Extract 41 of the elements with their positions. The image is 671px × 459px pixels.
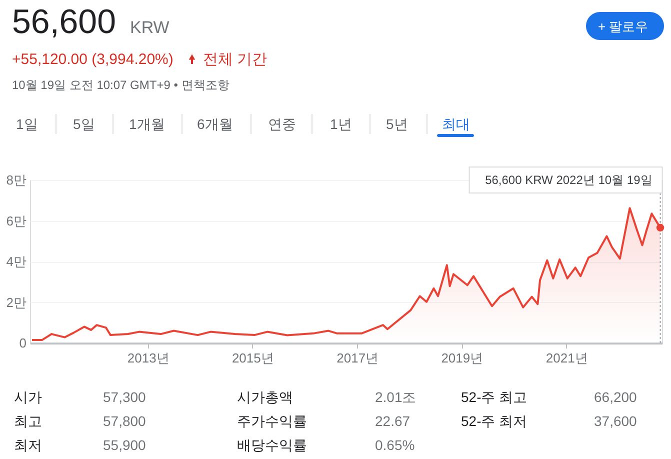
- text: 2.01조: [375, 389, 416, 405]
- text: 5일: [73, 116, 95, 132]
- y-tick-label: 8만: [6, 172, 26, 188]
- text: 전체 기간: [203, 51, 268, 68]
- text: 1년: [330, 116, 352, 132]
- text: 5년: [386, 116, 408, 132]
- x-tick-label: 2015년: [232, 350, 274, 366]
- x-tick-label: 2021년: [546, 350, 588, 366]
- text: 10월 19일 오전 10:07 GMT+9 • 면책조항: [12, 78, 230, 92]
- text: 연중: [268, 116, 296, 132]
- text: 22.67: [375, 413, 410, 429]
- text: 56,600: [12, 3, 116, 41]
- text: 37,600: [594, 413, 638, 429]
- y-tick-label: 6만: [6, 213, 26, 228]
- text: + 팔로우: [598, 19, 648, 34]
- text: 55,900: [103, 437, 146, 453]
- annotation: 56,600 KRW 2022년 10월 19일: [485, 173, 652, 187]
- text: +55,120.00 (3,994.20%): [12, 51, 174, 68]
- text: 52-주 최고: [461, 389, 528, 405]
- text: 6개월: [197, 116, 233, 132]
- text: 주가수익률: [237, 413, 307, 429]
- text: 시가: [14, 389, 42, 405]
- text: 배당수익률: [237, 437, 307, 453]
- y-tick-label: 0: [19, 336, 26, 350]
- x-tick-label: 2017년: [336, 350, 379, 366]
- text: 최저: [14, 437, 42, 453]
- text: 57,800: [103, 413, 146, 429]
- text: 1개월: [129, 116, 165, 132]
- x-tick-label: 2019년: [441, 350, 484, 366]
- text: 66,200: [594, 389, 638, 405]
- text: 52-주 최저: [461, 413, 528, 429]
- text: KRW: [130, 18, 170, 37]
- text: 1일: [16, 116, 38, 132]
- y-tick-label: 4만: [6, 254, 26, 269]
- y-tick-label: 2만: [6, 294, 26, 310]
- text: 최대: [442, 116, 470, 132]
- text: 시가총액: [237, 389, 293, 405]
- x-tick-label: 2013년: [127, 350, 170, 366]
- text: 최고: [14, 413, 42, 429]
- text: 0.65%: [375, 437, 415, 453]
- text: 57,300: [103, 389, 146, 405]
